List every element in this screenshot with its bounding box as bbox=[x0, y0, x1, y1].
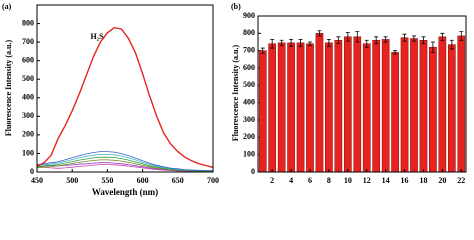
y-tick-label: 0 bbox=[251, 167, 255, 176]
bar bbox=[296, 42, 305, 173]
y-tick-label: 100 bbox=[22, 148, 34, 157]
figure: (a) H₂S Wavelength (nm) Fluorescence Int… bbox=[2, 2, 467, 197]
x-tick-label: 600 bbox=[137, 176, 149, 185]
error-bar bbox=[355, 31, 360, 43]
x-tick-label: 500 bbox=[66, 176, 78, 185]
bar bbox=[287, 42, 295, 173]
panel-label: (a) bbox=[2, 2, 12, 11]
bar bbox=[315, 33, 324, 173]
bar bbox=[362, 43, 371, 173]
y-tick-label: 100 bbox=[243, 149, 255, 158]
error-bar bbox=[317, 30, 322, 37]
error-bar bbox=[336, 36, 341, 45]
error-bar bbox=[449, 39, 454, 50]
y-tick-label: 400 bbox=[22, 93, 34, 102]
y-tick-label: 700 bbox=[22, 37, 34, 46]
x-tick-label: 10 bbox=[344, 176, 352, 185]
error-bar bbox=[326, 39, 331, 47]
error-bar bbox=[260, 47, 265, 54]
error-bar bbox=[383, 36, 388, 43]
x-tick-label: 4 bbox=[289, 176, 293, 185]
x-tick-label: 8 bbox=[327, 176, 331, 185]
x-tick-label: 450 bbox=[31, 176, 43, 185]
bar bbox=[391, 52, 399, 173]
bar bbox=[410, 38, 418, 173]
error-bar bbox=[440, 32, 445, 41]
error-bar bbox=[364, 39, 369, 48]
y-tick-label: 800 bbox=[243, 28, 255, 37]
error-bar bbox=[402, 33, 407, 42]
series-line bbox=[36, 154, 214, 172]
error-bar bbox=[374, 36, 379, 45]
bar bbox=[372, 40, 381, 173]
y-tick-label: 0 bbox=[30, 167, 34, 176]
error-bar bbox=[308, 41, 312, 46]
bar bbox=[457, 35, 466, 173]
bar bbox=[419, 40, 428, 173]
plot-frame bbox=[36, 4, 214, 173]
x-tick-label: 20 bbox=[438, 176, 446, 185]
x-tick-label: 12 bbox=[363, 176, 371, 185]
bar bbox=[447, 44, 456, 173]
y-tick-label: 300 bbox=[22, 111, 34, 120]
bar bbox=[306, 43, 314, 173]
y-tick-label: 700 bbox=[243, 45, 255, 54]
x-tick-label: 2 bbox=[270, 176, 274, 185]
error-bar bbox=[459, 31, 464, 41]
panel-label: (b) bbox=[231, 2, 241, 11]
annotation: H₂S bbox=[90, 32, 104, 41]
y-tick-label: 600 bbox=[22, 55, 34, 64]
bar bbox=[334, 40, 343, 173]
error-bar bbox=[412, 35, 416, 42]
x-tick-label: 650 bbox=[172, 176, 184, 185]
error-bar bbox=[345, 32, 350, 42]
x-tick-label: 18 bbox=[419, 176, 427, 185]
y-tick-label: 500 bbox=[22, 74, 34, 83]
error-bar bbox=[393, 50, 398, 55]
bar bbox=[258, 50, 267, 173]
bar bbox=[353, 36, 362, 173]
y-tick-label: 300 bbox=[243, 115, 255, 124]
x-tick-label: 550 bbox=[101, 176, 113, 185]
error-bar bbox=[298, 39, 303, 47]
error-bar bbox=[289, 39, 294, 47]
x-tick-label: 6 bbox=[308, 176, 312, 185]
bar bbox=[325, 42, 333, 173]
y-tick-label: 200 bbox=[22, 130, 34, 139]
x-axis-label: Wavelength (nm) bbox=[92, 187, 158, 197]
series-line bbox=[36, 26, 214, 169]
bar bbox=[343, 36, 352, 173]
y-tick-label: 200 bbox=[243, 132, 255, 141]
error-bar bbox=[270, 39, 275, 49]
x-tick-label: 22 bbox=[457, 176, 465, 185]
y-tick-label: 800 bbox=[22, 18, 34, 27]
bar bbox=[429, 46, 437, 173]
y-tick-label: 600 bbox=[243, 63, 255, 72]
y-axis-label: Fluorescence Intensity (a.u.) bbox=[231, 45, 240, 142]
series-line bbox=[36, 151, 214, 172]
bar bbox=[381, 39, 390, 173]
bar bbox=[268, 43, 277, 173]
x-tick-label: 700 bbox=[207, 176, 219, 185]
y-tick-label: 900 bbox=[243, 11, 255, 20]
bar bbox=[400, 37, 409, 173]
x-tick-label: 16 bbox=[401, 176, 409, 185]
error-bar bbox=[430, 41, 435, 53]
x-tick-label: 14 bbox=[382, 176, 390, 185]
bar bbox=[277, 42, 286, 173]
plot-frame bbox=[257, 15, 467, 173]
y-axis-label: Fluorescence Intensity (a.u.) bbox=[4, 40, 13, 137]
bar bbox=[438, 36, 447, 173]
error-bar bbox=[421, 36, 426, 45]
y-tick-label: 400 bbox=[243, 97, 255, 106]
error-bar bbox=[279, 39, 284, 46]
y-tick-label: 500 bbox=[243, 80, 255, 89]
